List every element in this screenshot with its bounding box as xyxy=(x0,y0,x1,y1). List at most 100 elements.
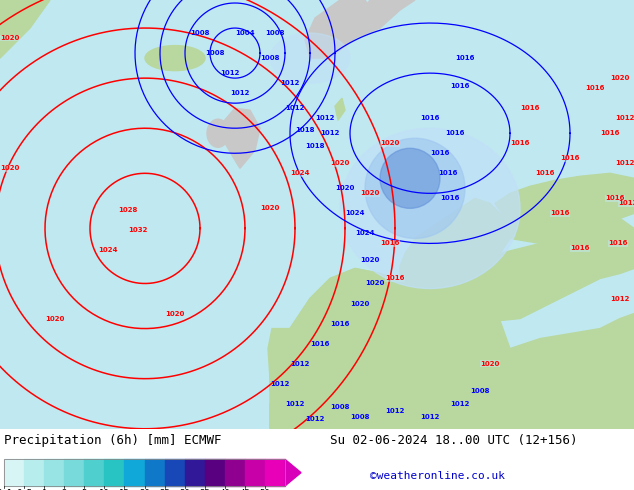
Text: 1016: 1016 xyxy=(605,196,624,201)
Text: 1012: 1012 xyxy=(616,160,634,166)
Text: 1012: 1012 xyxy=(616,115,634,121)
Text: 1028: 1028 xyxy=(119,207,138,213)
Bar xyxy=(165,460,184,486)
Text: 1016: 1016 xyxy=(600,130,619,136)
Ellipse shape xyxy=(365,138,465,239)
Text: 1024: 1024 xyxy=(98,247,118,253)
Bar xyxy=(265,460,285,486)
Text: 1012: 1012 xyxy=(320,130,340,136)
Text: 1016: 1016 xyxy=(310,341,330,346)
Polygon shape xyxy=(290,269,500,339)
Text: 1: 1 xyxy=(41,489,47,490)
Text: 1016: 1016 xyxy=(550,210,570,217)
Ellipse shape xyxy=(270,33,350,83)
Text: 1018: 1018 xyxy=(305,143,325,149)
Text: 1020: 1020 xyxy=(45,316,65,321)
Bar xyxy=(184,460,205,486)
Text: 1016: 1016 xyxy=(521,105,540,111)
Text: 1012: 1012 xyxy=(420,414,440,420)
Text: 1020: 1020 xyxy=(0,35,20,41)
Text: 1016: 1016 xyxy=(571,245,590,251)
Text: 1016: 1016 xyxy=(430,150,450,156)
Text: 1016: 1016 xyxy=(510,140,529,146)
Text: 1020: 1020 xyxy=(351,300,370,307)
Bar xyxy=(105,460,124,486)
Text: 1012: 1012 xyxy=(618,200,634,206)
Polygon shape xyxy=(335,98,345,120)
Ellipse shape xyxy=(340,128,520,289)
Polygon shape xyxy=(268,329,320,399)
Text: 1012: 1012 xyxy=(290,361,309,367)
Text: 1020: 1020 xyxy=(335,185,354,191)
Text: 1012: 1012 xyxy=(230,90,250,96)
Text: 1012: 1012 xyxy=(285,105,305,111)
Polygon shape xyxy=(420,219,634,320)
Polygon shape xyxy=(270,374,634,429)
Text: 20: 20 xyxy=(139,489,150,490)
Text: 15: 15 xyxy=(119,489,130,490)
Polygon shape xyxy=(285,460,301,486)
Text: 2: 2 xyxy=(61,489,67,490)
Polygon shape xyxy=(355,0,415,38)
Text: 1016: 1016 xyxy=(438,171,458,176)
Text: 1012: 1012 xyxy=(306,416,325,422)
Text: 5: 5 xyxy=(82,489,87,490)
Text: 1008: 1008 xyxy=(265,30,285,36)
Ellipse shape xyxy=(380,148,440,208)
Text: 1008: 1008 xyxy=(260,55,280,61)
Text: 1012: 1012 xyxy=(270,381,290,387)
Polygon shape xyxy=(305,0,370,58)
Text: 1020: 1020 xyxy=(0,165,20,172)
Text: Su 02-06-2024 18..00 UTC (12+156): Su 02-06-2024 18..00 UTC (12+156) xyxy=(330,434,578,447)
Text: 1020: 1020 xyxy=(611,75,630,81)
Text: 1016: 1016 xyxy=(440,196,460,201)
Bar xyxy=(124,460,145,486)
Text: 1012: 1012 xyxy=(280,80,300,86)
Polygon shape xyxy=(495,173,634,244)
Text: 1012: 1012 xyxy=(611,295,630,301)
Bar xyxy=(4,460,285,486)
Text: 1016: 1016 xyxy=(380,241,399,246)
Ellipse shape xyxy=(207,119,229,147)
Text: 1020: 1020 xyxy=(261,205,280,211)
Text: Precipitation (6h) [mm] ECMWF: Precipitation (6h) [mm] ECMWF xyxy=(4,434,221,447)
Text: 1016: 1016 xyxy=(445,130,465,136)
Bar xyxy=(44,460,64,486)
Text: 1008: 1008 xyxy=(350,414,370,420)
Bar xyxy=(205,460,225,486)
Text: 1020: 1020 xyxy=(165,311,184,317)
Polygon shape xyxy=(222,108,260,168)
Text: 1016: 1016 xyxy=(450,83,470,89)
Text: 1012: 1012 xyxy=(450,401,470,407)
Polygon shape xyxy=(400,198,510,289)
Text: 10: 10 xyxy=(99,489,110,490)
Text: 45: 45 xyxy=(240,489,250,490)
Text: 1016: 1016 xyxy=(385,275,404,281)
Text: 30: 30 xyxy=(179,489,190,490)
Text: 1024: 1024 xyxy=(355,230,375,236)
Text: 40: 40 xyxy=(219,489,230,490)
Bar xyxy=(245,460,265,486)
Text: 25: 25 xyxy=(159,489,170,490)
Text: ©weatheronline.co.uk: ©weatheronline.co.uk xyxy=(370,471,505,481)
Ellipse shape xyxy=(145,46,205,71)
Bar xyxy=(4,460,24,486)
Text: 1024: 1024 xyxy=(290,171,310,176)
Bar xyxy=(24,460,44,486)
Text: 50: 50 xyxy=(259,489,270,490)
Polygon shape xyxy=(290,269,510,374)
Text: 0.5: 0.5 xyxy=(16,489,32,490)
Text: 1008: 1008 xyxy=(330,404,350,410)
Text: 1012: 1012 xyxy=(385,408,404,414)
Text: 1008: 1008 xyxy=(205,50,224,56)
Text: 1008: 1008 xyxy=(470,388,489,393)
Text: 1020: 1020 xyxy=(360,190,380,196)
Text: 1016: 1016 xyxy=(608,241,628,246)
Text: 1020: 1020 xyxy=(380,140,399,146)
Bar xyxy=(145,460,165,486)
Text: 1016: 1016 xyxy=(585,85,605,91)
Text: 1024: 1024 xyxy=(346,210,365,217)
Text: 1016: 1016 xyxy=(535,171,555,176)
Bar xyxy=(84,460,105,486)
Text: 1016: 1016 xyxy=(420,115,440,121)
